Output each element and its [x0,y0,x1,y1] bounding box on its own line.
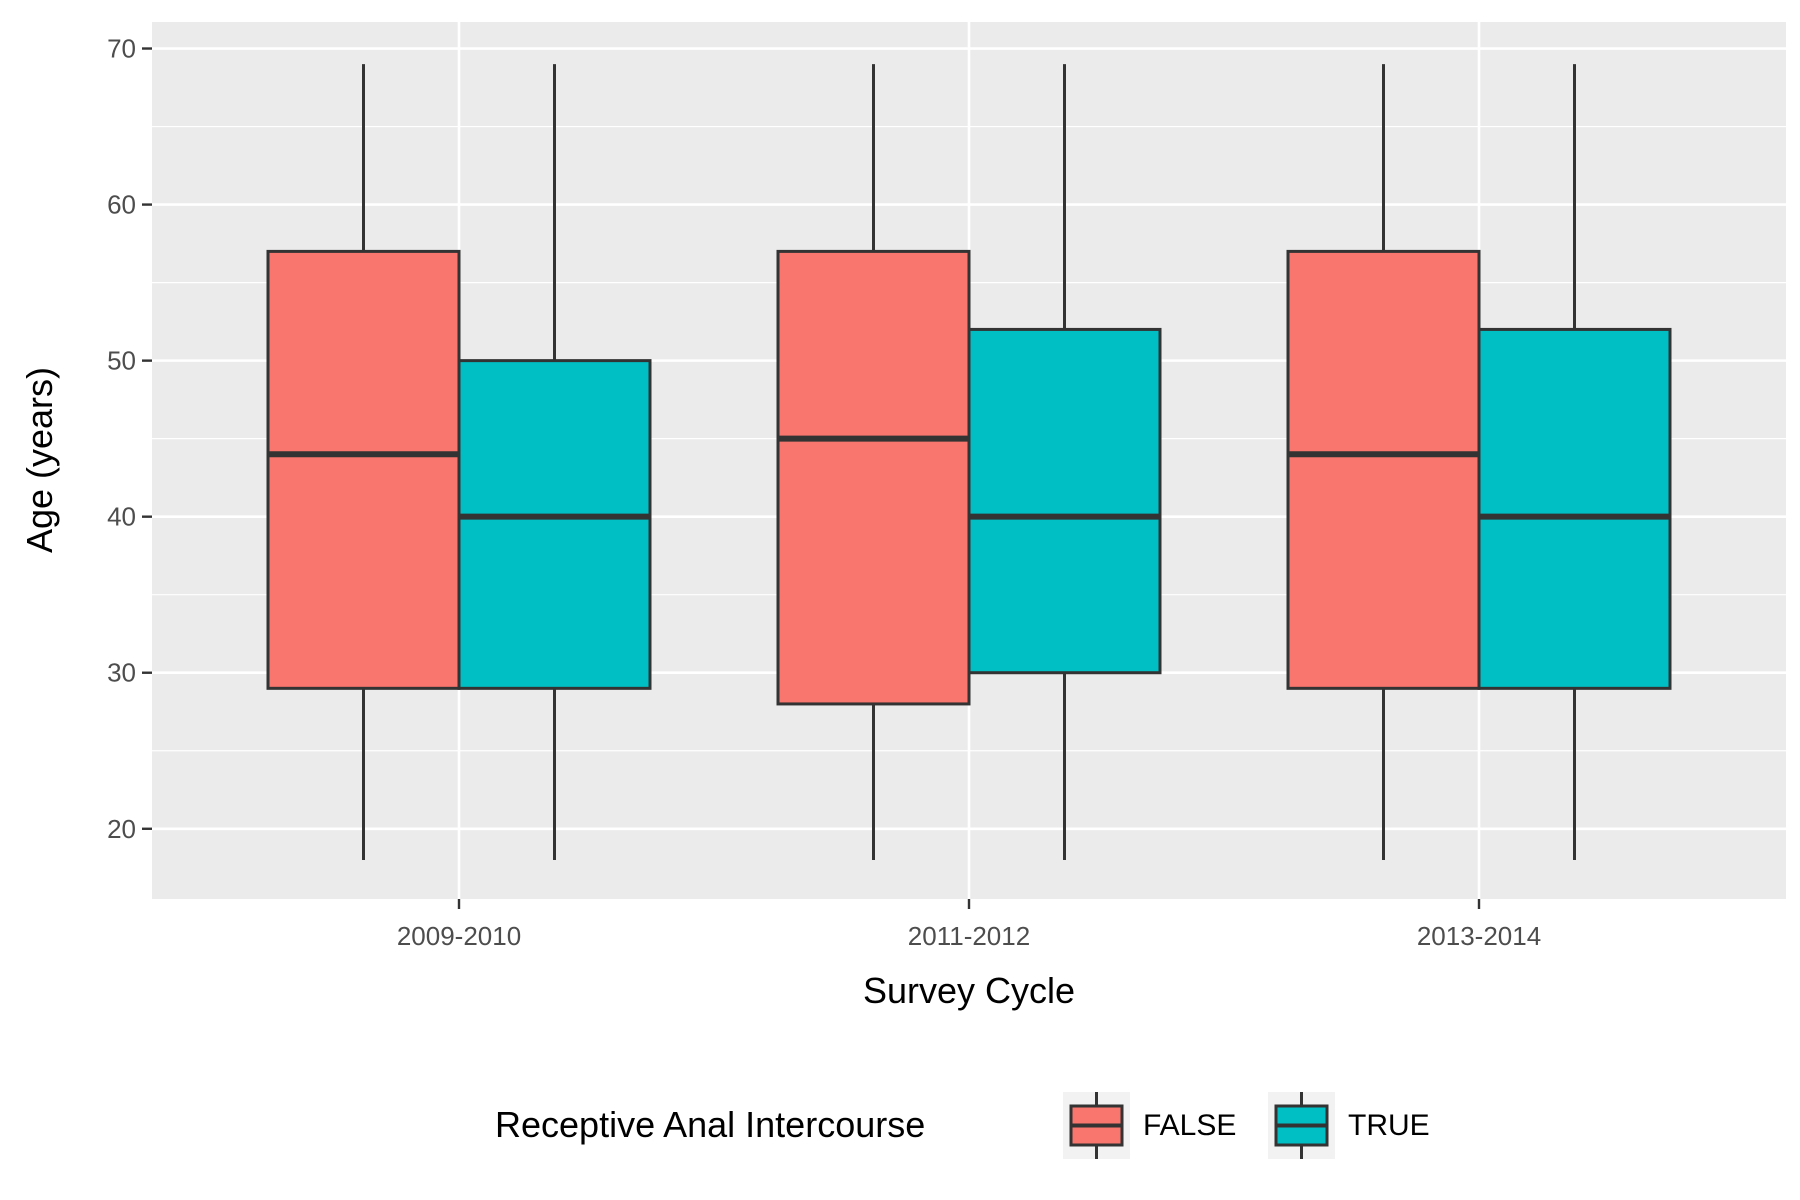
legend-label-true: TRUE [1348,1109,1430,1142]
legend: Receptive Anal Intercourse FALSE TRUE [495,1092,1430,1159]
x-tick-label: 2013-2014 [1417,921,1541,951]
x-tick-label: 2011-2012 [908,921,1030,951]
y-axis: 20 30 40 50 60 70 [107,34,152,844]
x-axis-title: Survey Cycle [863,970,1075,1011]
legend-key-true [1268,1092,1335,1159]
boxes [266,64,1672,860]
x-axis: 2009-2010 2011-2012 2013-2014 [397,899,1541,951]
box-body [776,249,971,706]
y-tick-label: 40 [107,502,136,532]
y-axis-title: Age (years) [19,367,60,553]
box-false-2009-2010 [266,64,461,860]
box-body [967,327,1162,675]
x-tick-label: 2009-2010 [397,921,521,951]
y-tick-label: 70 [107,34,136,64]
legend-title: Receptive Anal Intercourse [495,1104,925,1145]
box-false-2013-2014 [1286,64,1481,860]
y-tick-label: 20 [107,814,136,844]
y-tick-label: 50 [107,346,136,376]
box-true-2011-2012 [967,64,1162,860]
y-tick-label: 30 [107,658,136,688]
box-body [266,249,461,690]
box-false-2011-2012 [776,64,971,860]
legend-key-false [1063,1092,1130,1159]
y-tick-label: 60 [107,190,136,220]
box-body [1286,249,1481,690]
box-true-2009-2010 [457,64,652,860]
legend-label-false: FALSE [1143,1109,1236,1142]
box-body [457,359,652,690]
box-true-2013-2014 [1477,64,1672,860]
box-body [1477,327,1672,690]
